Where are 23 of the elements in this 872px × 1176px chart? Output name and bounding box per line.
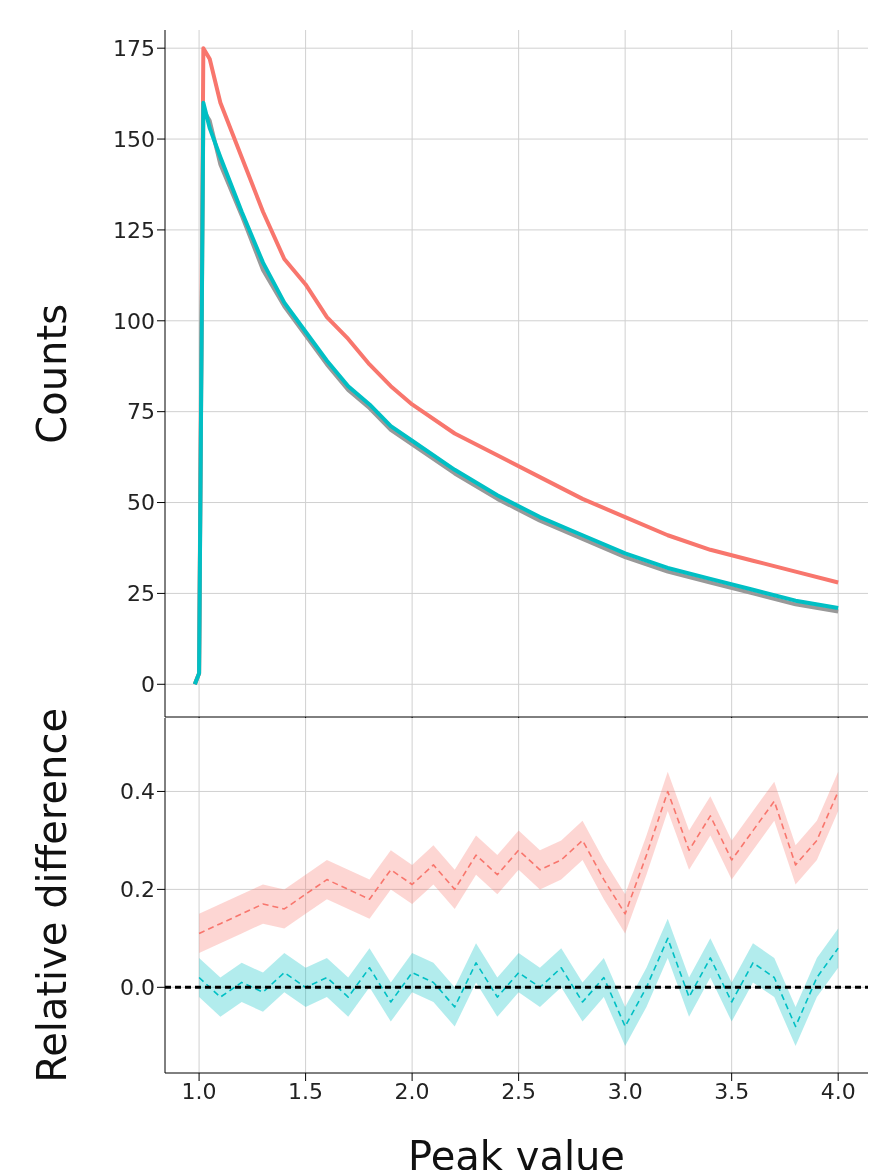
x-tick-label: 1.5: [288, 1078, 324, 1104]
y-tick-label: 100: [113, 308, 155, 334]
y-axis-title: Counts: [28, 303, 76, 444]
y-tick-label: 0: [141, 672, 155, 698]
x-tick-label: 2.5: [501, 1078, 537, 1104]
x-tick-label: 3.0: [607, 1078, 643, 1104]
y-tick-label: 0.4: [120, 779, 155, 805]
y-tick-label: 125: [113, 217, 155, 243]
y-tick-label: 175: [113, 35, 155, 61]
x-tick-label: 2.0: [394, 1078, 430, 1104]
y-axis-title: Relative difference: [28, 708, 76, 1083]
line-series: [198, 790, 839, 935]
y-tick-label: 0.0: [120, 975, 155, 1001]
x-tick-label: 4.0: [820, 1078, 856, 1104]
x-axis-title: Peak value: [408, 1133, 625, 1176]
y-tick-label: 25: [127, 581, 155, 607]
y-tick-label: 75: [127, 399, 155, 425]
line-series: [198, 937, 839, 1028]
x-tick-label: 1.0: [181, 1078, 217, 1104]
y-tick-label: 50: [127, 490, 155, 516]
y-tick-label: 0.2: [120, 877, 155, 903]
y-tick-label: 150: [113, 126, 155, 152]
x-tick-label: 3.5: [714, 1078, 750, 1104]
